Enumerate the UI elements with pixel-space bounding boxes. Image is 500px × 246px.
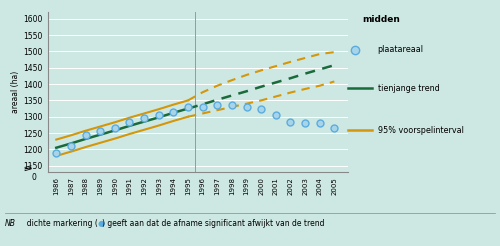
Text: NB: NB: [5, 219, 16, 228]
Text: dichte markering (: dichte markering (: [22, 219, 99, 228]
Text: plaatareaal: plaatareaal: [378, 46, 424, 54]
Text: 0: 0: [32, 173, 36, 183]
Text: tienjange trend: tienjange trend: [378, 84, 440, 93]
Text: ●: ●: [98, 219, 105, 228]
Text: midden: midden: [362, 15, 401, 24]
Text: ) geeft aan dat de afname significant afwijkt van de trend: ) geeft aan dat de afname significant af…: [102, 219, 325, 228]
Text: 95% voorspelinterval: 95% voorspelinterval: [378, 126, 464, 135]
Y-axis label: areaal (ha): areaal (ha): [12, 71, 20, 113]
